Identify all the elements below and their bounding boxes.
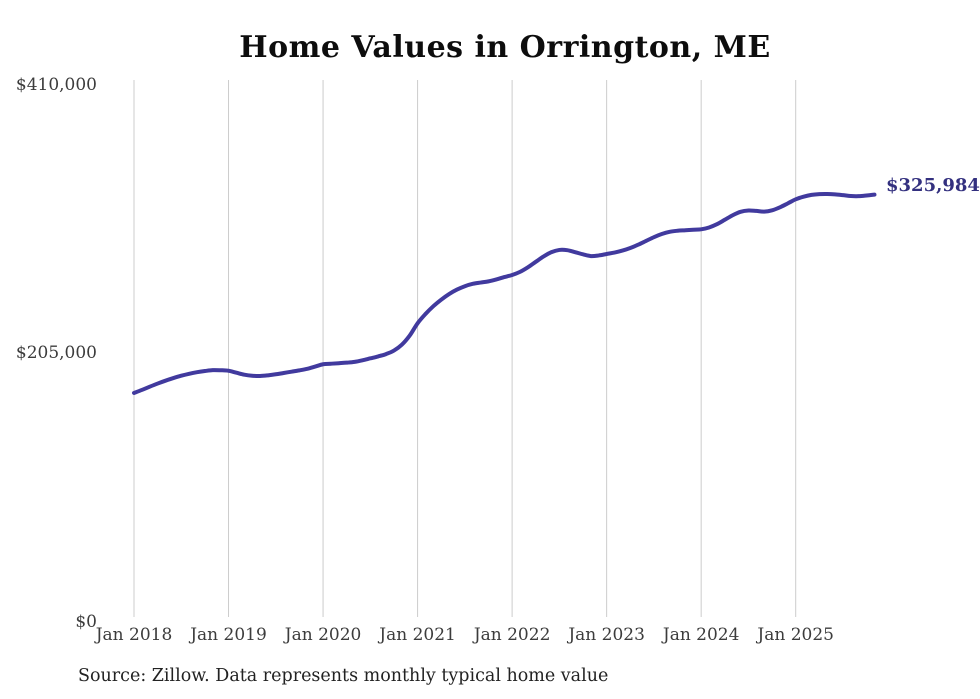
y-axis-tick-label-0: $0 [75,612,97,632]
chart-title: Home Values in Orrington, ME [239,30,771,65]
x-axis-tick-label: Jan 2018 [94,625,173,645]
x-axis-tick-label: Jan 2022 [472,625,551,645]
source-note: Source: Zillow. Data represents monthly … [78,666,609,686]
y-axis-tick-label-205000: $205,000 [15,343,97,363]
x-axis-tick-label: Jan 2025 [755,625,834,645]
y-axis-tick-label-410000: $410,000 [15,75,97,95]
x-axis-tick-label: Jan 2020 [283,625,362,645]
home-value-line [132,191,877,395]
final-value-label: $325,984 [886,175,980,196]
x-axis-tick-label: Jan 2024 [661,625,740,645]
x-axis-tick-label: Jan 2021 [377,625,456,645]
x-axis-tick-label: Jan 2019 [188,625,267,645]
x-axis-tick-label: Jan 2023 [566,625,645,645]
